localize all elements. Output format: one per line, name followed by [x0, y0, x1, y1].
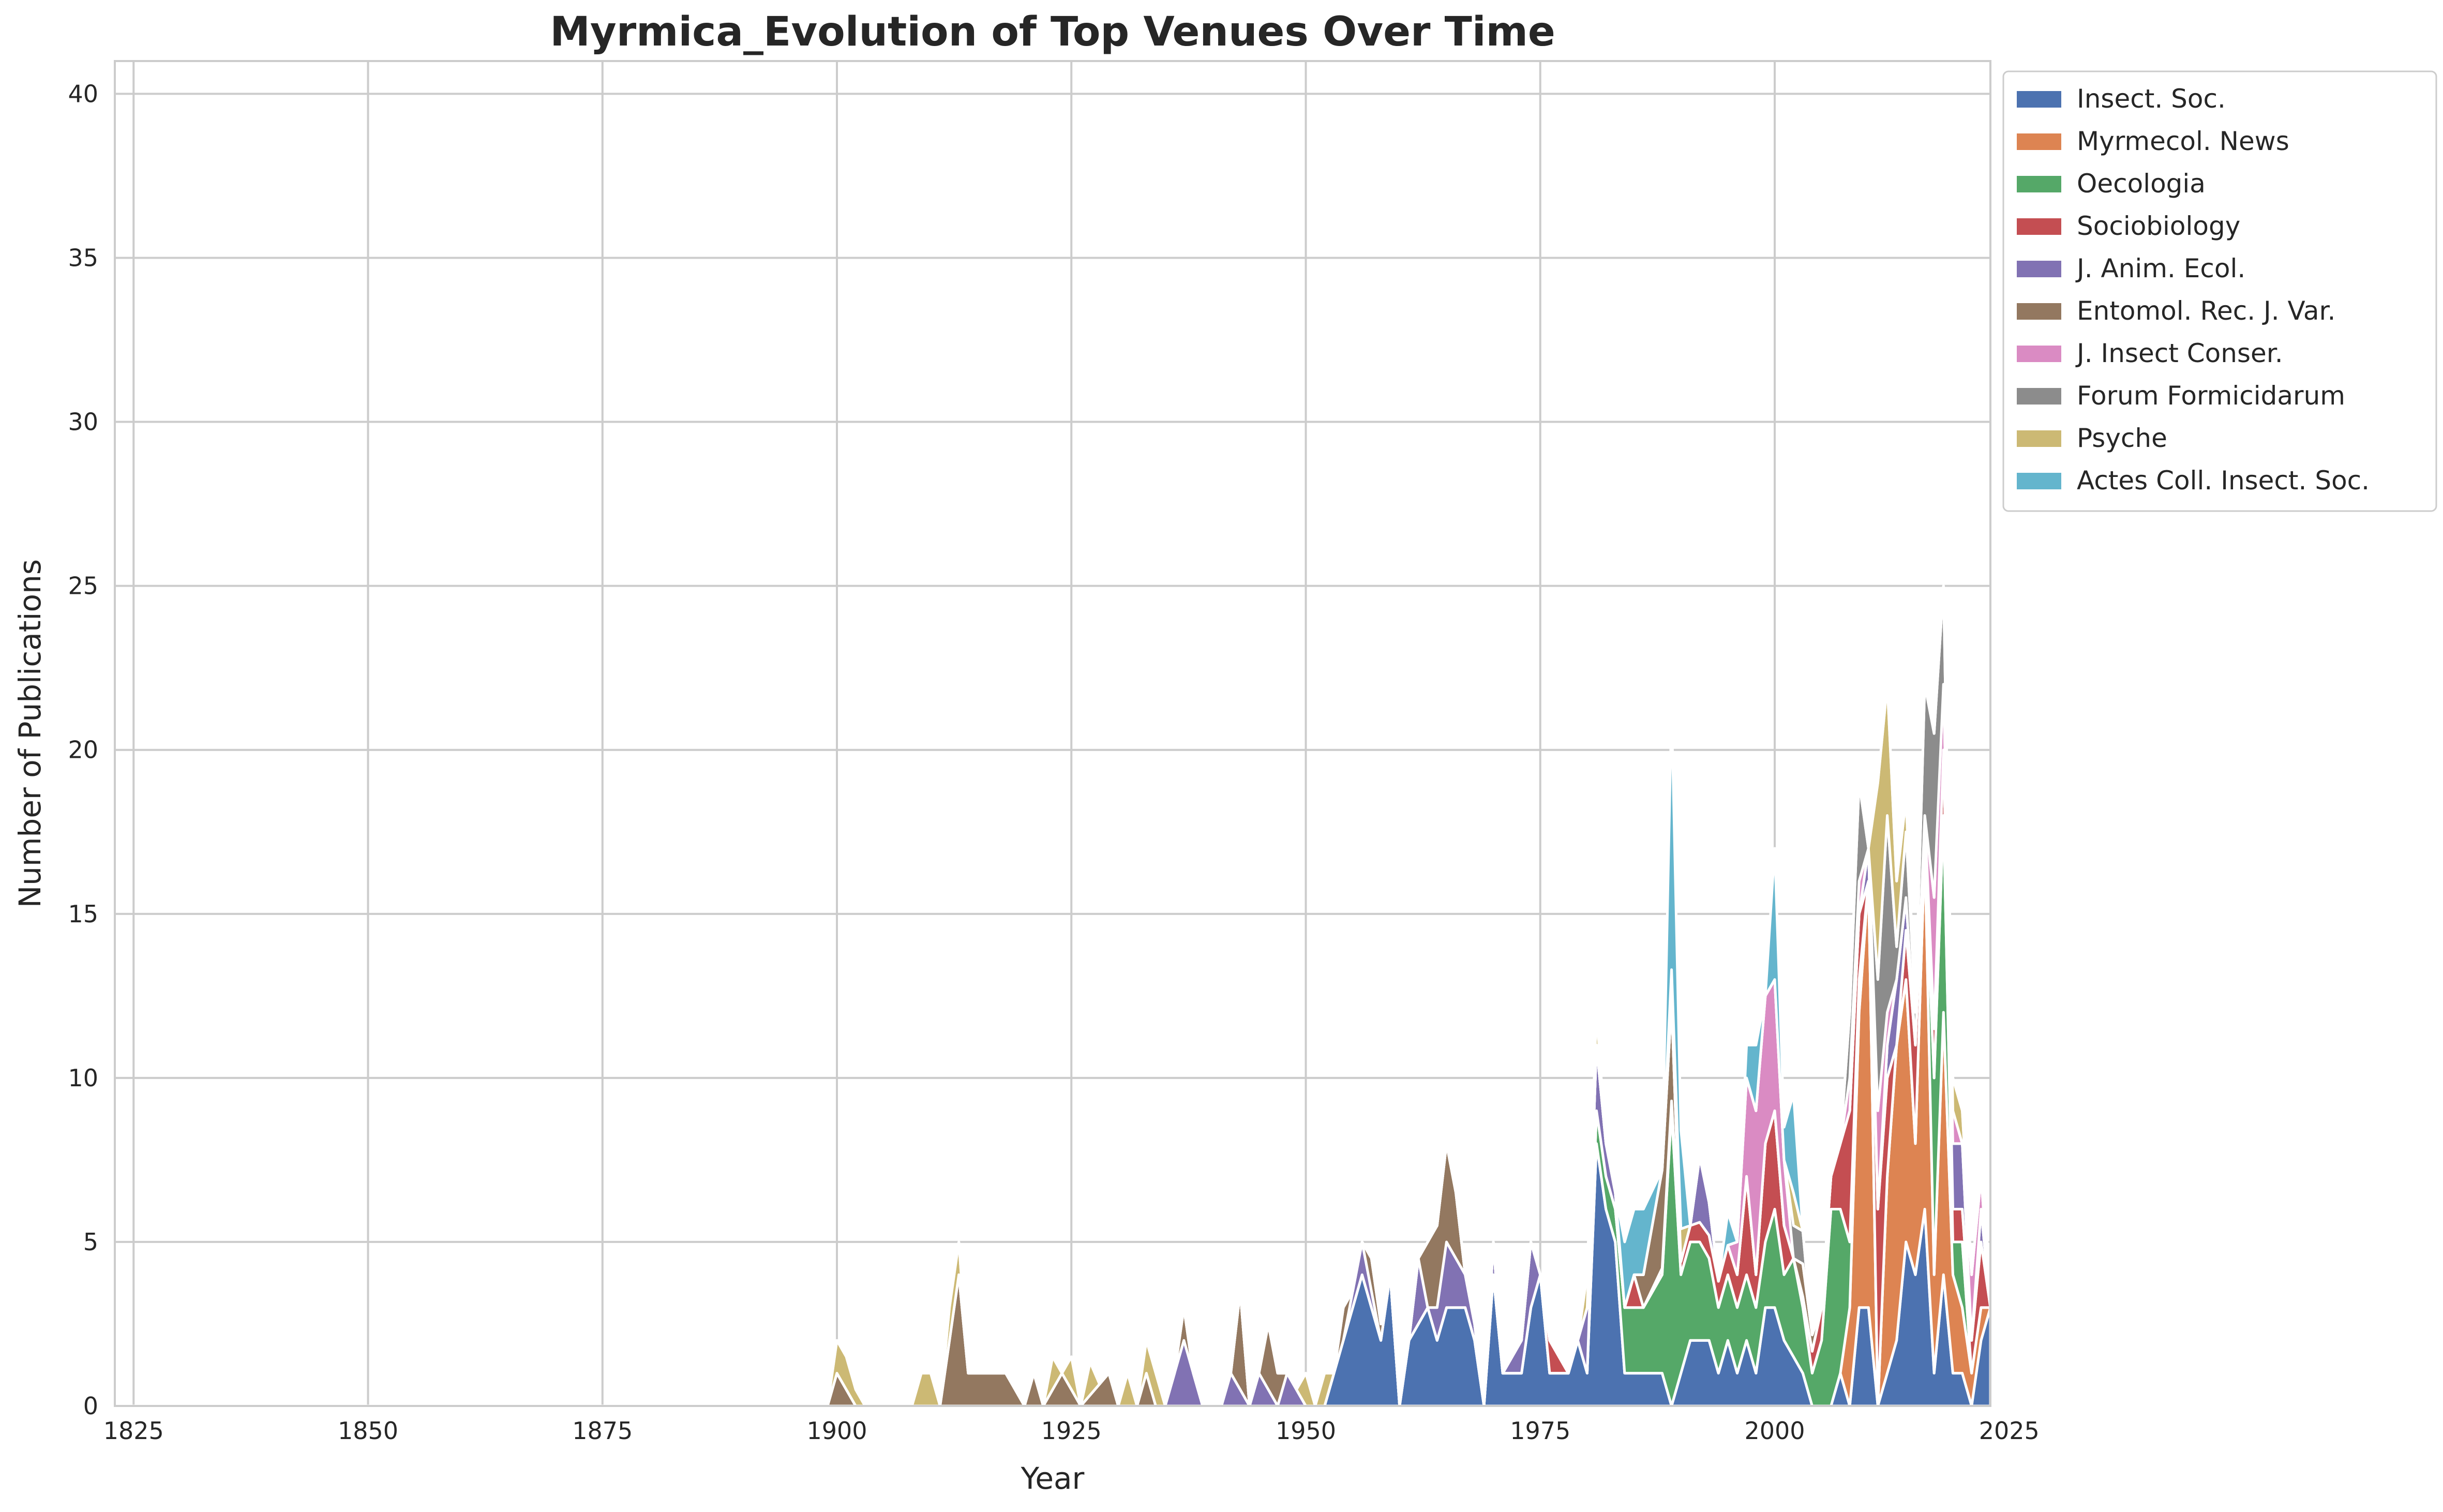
- legend-swatch: [2017, 303, 2061, 320]
- x-tick-label: 1925: [1041, 1417, 1102, 1445]
- x-tick-label: 1975: [1510, 1417, 1570, 1445]
- legend-label: Entomol. Rec. J. Var.: [2077, 296, 2335, 326]
- x-tick-label: 1950: [1276, 1417, 1336, 1445]
- legend-label: Insect. Soc.: [2077, 84, 2226, 114]
- legend-label: Myrmecol. News: [2077, 126, 2289, 156]
- legend-box: [2002, 70, 2437, 512]
- legend: Insect. Soc. Myrmecol. News Oecologia Socio…: [2002, 70, 2437, 512]
- x-tick-label: 1825: [103, 1417, 164, 1445]
- legend-label: Sociobiology: [2077, 211, 2240, 241]
- legend-swatch: [2017, 176, 2061, 192]
- legend-swatch: [2017, 133, 2061, 150]
- x-tick-label: 1900: [806, 1417, 867, 1445]
- y-tick-label: 15: [68, 900, 98, 928]
- legend-label: Oecologia: [2077, 169, 2206, 199]
- x-axis-title: Year: [1021, 1461, 1085, 1496]
- x-tick-label: 1850: [338, 1417, 398, 1445]
- legend-swatch: [2017, 91, 2061, 108]
- y-tick-label: 0: [83, 1392, 98, 1420]
- legend-swatch: [2017, 388, 2061, 405]
- y-tick-label: 20: [68, 736, 98, 764]
- x-tick-labels: 1825 1850 1875 1900 1925 1950 1975 2000 2025: [103, 1417, 2040, 1445]
- y-tick-label: 30: [68, 408, 98, 436]
- y-tick-label: 10: [68, 1064, 98, 1092]
- chart-title: Myrmica_Evolution of Top Venues Over Tim…: [550, 9, 1555, 55]
- legend-swatch: [2017, 261, 2061, 277]
- legend-label: J. Insect Conser.: [2075, 338, 2283, 368]
- legend-label: Psyche: [2077, 423, 2167, 453]
- y-tick-label: 40: [68, 80, 98, 108]
- plot-frame: [114, 60, 1991, 1407]
- x-tick-label: 2025: [1979, 1417, 2040, 1445]
- y-tick-label: 35: [68, 244, 98, 272]
- legend-swatch: [2017, 430, 2061, 447]
- y-tick-label: 25: [68, 572, 98, 600]
- legend-label: Forum Formicidarum: [2077, 381, 2345, 411]
- legend-label: Actes Coll. Insect. Soc.: [2077, 466, 2370, 496]
- x-tick-label: 2000: [1744, 1417, 1805, 1445]
- legend-swatch: [2017, 346, 2061, 362]
- y-tick-label: 5: [83, 1228, 98, 1256]
- legend-label: J. Anim. Ecol.: [2075, 253, 2245, 283]
- legend-swatch: [2017, 218, 2061, 235]
- y-axis-title: Number of Publications: [12, 559, 48, 908]
- x-tick-label: 1875: [572, 1417, 633, 1445]
- y-tick-labels: 0 5 10 15 20 25 30 35 40: [68, 80, 98, 1420]
- legend-swatch: [2017, 473, 2061, 489]
